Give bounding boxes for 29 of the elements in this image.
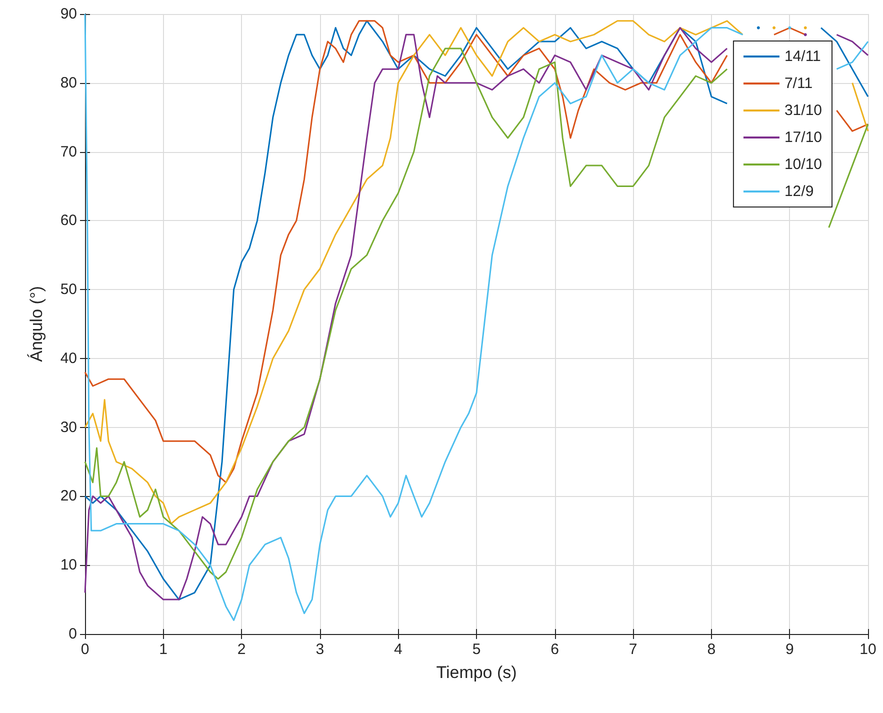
x-tick-label: 4: [394, 641, 402, 658]
y-tick-label: 20: [60, 488, 77, 505]
legend-label: 7/11: [784, 75, 813, 92]
legend-label: 17/10: [784, 129, 822, 146]
x-tick-label: 7: [628, 641, 638, 658]
x-tick-label: 6: [550, 641, 559, 658]
legend-label: 12/9: [784, 183, 814, 200]
x-tick-label: 8: [707, 641, 716, 658]
legend-label: 14/11: [784, 48, 821, 65]
y-tick-label: 10: [60, 556, 77, 574]
x-tick-label: 9: [786, 641, 794, 658]
y-tick-label: 70: [60, 143, 77, 160]
y-tick-label: 40: [60, 350, 77, 367]
y-tick-label: 50: [60, 281, 77, 298]
legend-label: 31/10: [784, 102, 822, 119]
y-tick-label: 80: [60, 74, 77, 92]
legend-label: 10/10: [784, 156, 822, 173]
y-tick-label: 90: [60, 6, 77, 22]
y-tick-label: 0: [68, 626, 77, 642]
x-tick-label: 10: [860, 641, 876, 658]
y-axis-title: Ángulo (°): [27, 286, 46, 362]
x-tick-label: 0: [80, 641, 90, 658]
x-tick-label: 2: [237, 641, 246, 658]
x-tick-label: 5: [472, 641, 481, 658]
x-tick-label: 3: [316, 641, 324, 658]
y-tick-label: 30: [60, 418, 77, 436]
x-tick-label: 1: [159, 641, 168, 658]
x-axis-title: Tiempo (s): [436, 663, 517, 682]
y-tick-label: 60: [60, 212, 77, 230]
